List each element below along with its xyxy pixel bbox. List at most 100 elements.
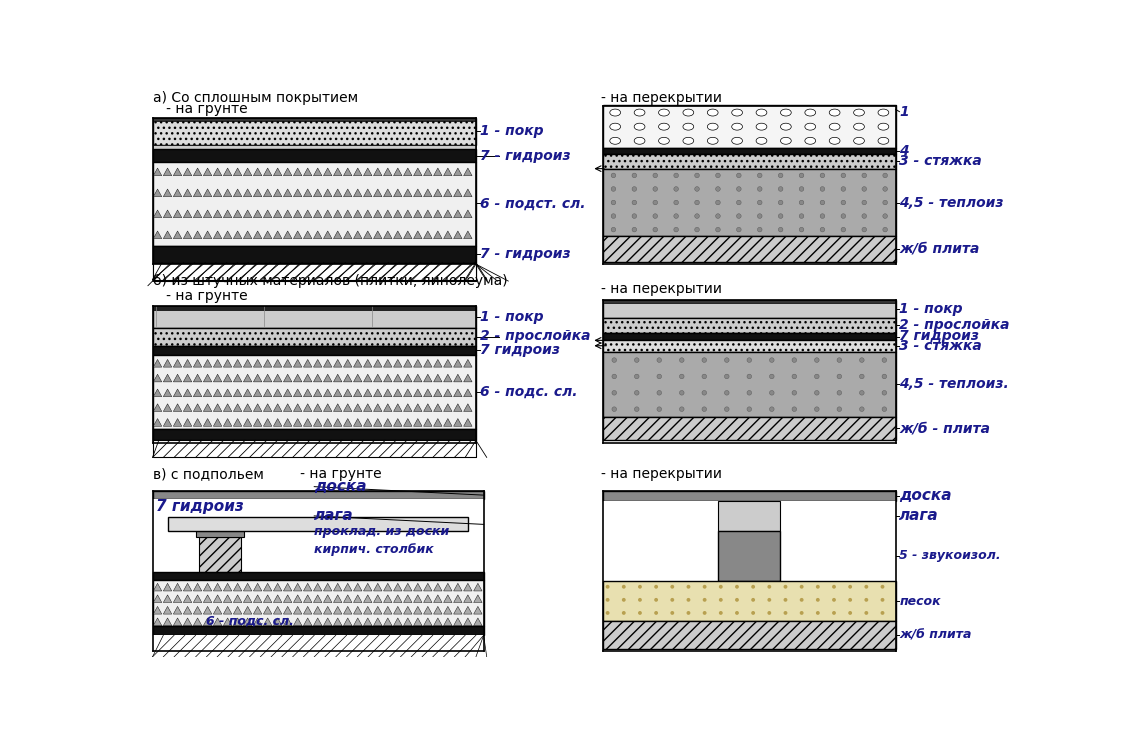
Circle shape — [735, 598, 738, 601]
Circle shape — [632, 187, 636, 191]
Circle shape — [820, 187, 825, 191]
Polygon shape — [233, 389, 242, 397]
Polygon shape — [233, 359, 242, 367]
Polygon shape — [364, 359, 371, 367]
Circle shape — [736, 227, 741, 232]
Polygon shape — [164, 583, 172, 591]
Polygon shape — [203, 389, 211, 397]
Polygon shape — [334, 583, 342, 591]
Polygon shape — [474, 583, 482, 591]
Polygon shape — [233, 168, 242, 176]
Bar — [195, 531, 244, 537]
Polygon shape — [203, 595, 211, 602]
Polygon shape — [203, 374, 211, 382]
Text: лага: лага — [315, 508, 354, 523]
Polygon shape — [453, 210, 462, 218]
Circle shape — [841, 200, 845, 205]
Circle shape — [815, 407, 819, 412]
Polygon shape — [264, 595, 272, 602]
Polygon shape — [353, 607, 362, 614]
Polygon shape — [314, 418, 321, 427]
Polygon shape — [374, 189, 382, 197]
Circle shape — [611, 200, 616, 205]
Polygon shape — [414, 583, 423, 591]
Text: 4: 4 — [900, 144, 909, 158]
Bar — [152, 118, 476, 121]
Polygon shape — [393, 210, 402, 218]
Circle shape — [815, 390, 819, 395]
Polygon shape — [424, 418, 432, 427]
Polygon shape — [324, 583, 332, 591]
Polygon shape — [284, 418, 292, 427]
Circle shape — [800, 611, 803, 615]
Polygon shape — [243, 583, 252, 591]
Circle shape — [768, 598, 771, 601]
Text: ж/б плита: ж/б плита — [900, 242, 980, 256]
Polygon shape — [284, 189, 292, 197]
Circle shape — [747, 407, 752, 412]
Text: кирпич. столбик: кирпич. столбик — [315, 542, 434, 556]
Ellipse shape — [805, 137, 816, 144]
Circle shape — [654, 584, 658, 589]
Circle shape — [670, 584, 674, 589]
Ellipse shape — [659, 123, 669, 130]
Polygon shape — [424, 189, 432, 197]
Polygon shape — [243, 389, 252, 397]
Polygon shape — [193, 168, 202, 176]
Polygon shape — [174, 418, 182, 427]
Polygon shape — [334, 359, 342, 367]
Circle shape — [632, 200, 636, 205]
Polygon shape — [274, 359, 282, 367]
Polygon shape — [403, 418, 412, 427]
Polygon shape — [303, 607, 312, 614]
Circle shape — [747, 374, 752, 379]
Circle shape — [611, 187, 616, 191]
Polygon shape — [293, 210, 302, 218]
Circle shape — [736, 214, 741, 218]
Circle shape — [634, 390, 640, 395]
Polygon shape — [243, 404, 252, 412]
Polygon shape — [183, 418, 192, 427]
Ellipse shape — [610, 123, 620, 130]
Circle shape — [653, 227, 658, 232]
Polygon shape — [474, 595, 482, 602]
Polygon shape — [463, 607, 473, 614]
Circle shape — [862, 227, 867, 232]
Polygon shape — [414, 389, 423, 397]
Circle shape — [816, 611, 820, 615]
Polygon shape — [334, 595, 342, 602]
Polygon shape — [303, 583, 312, 591]
Circle shape — [716, 173, 720, 178]
Polygon shape — [463, 359, 473, 367]
Polygon shape — [253, 583, 262, 591]
Circle shape — [837, 390, 842, 395]
Circle shape — [860, 390, 864, 395]
Polygon shape — [424, 210, 432, 218]
Circle shape — [702, 374, 707, 379]
Polygon shape — [193, 418, 202, 427]
Circle shape — [860, 374, 864, 379]
Polygon shape — [183, 168, 192, 176]
Ellipse shape — [853, 137, 864, 144]
Polygon shape — [434, 210, 442, 218]
Polygon shape — [193, 618, 202, 626]
Circle shape — [657, 358, 661, 362]
Text: 6 - подс. сл.: 6 - подс. сл. — [207, 615, 294, 628]
Circle shape — [674, 200, 678, 205]
Circle shape — [784, 584, 787, 589]
Polygon shape — [374, 404, 382, 412]
Circle shape — [719, 611, 722, 615]
Polygon shape — [303, 418, 312, 427]
Polygon shape — [434, 389, 442, 397]
Bar — [603, 169, 895, 236]
Polygon shape — [214, 595, 222, 602]
Polygon shape — [183, 583, 192, 591]
Polygon shape — [253, 189, 262, 197]
Bar — [603, 352, 895, 418]
Polygon shape — [224, 404, 232, 412]
Polygon shape — [174, 404, 182, 412]
Polygon shape — [364, 168, 371, 176]
Circle shape — [679, 358, 684, 362]
Polygon shape — [453, 189, 462, 197]
Polygon shape — [303, 168, 312, 176]
